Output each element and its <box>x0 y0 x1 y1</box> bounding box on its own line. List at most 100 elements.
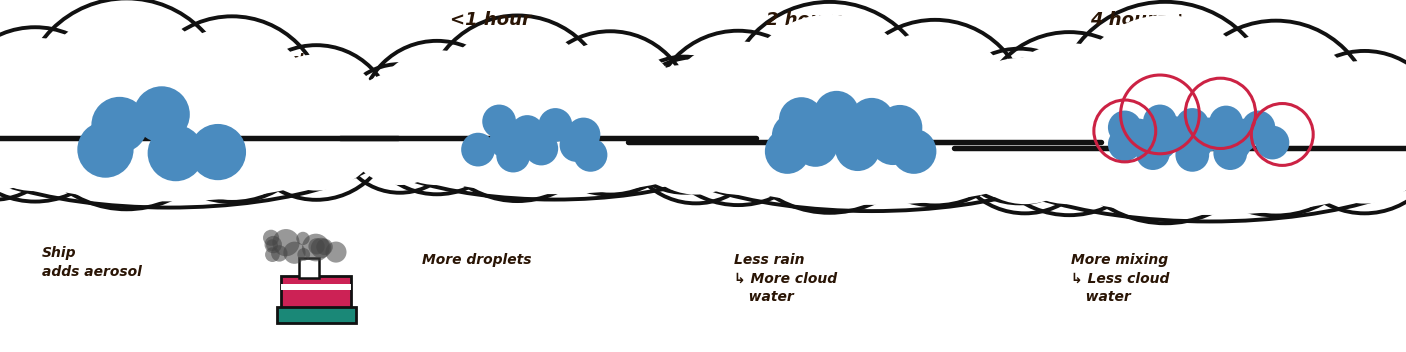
Ellipse shape <box>1241 111 1275 144</box>
Text: More droplets: More droplets <box>422 253 531 268</box>
Ellipse shape <box>249 55 384 190</box>
Ellipse shape <box>842 112 887 157</box>
Ellipse shape <box>631 66 761 195</box>
Ellipse shape <box>91 97 148 153</box>
Ellipse shape <box>560 128 593 162</box>
Ellipse shape <box>1175 138 1209 172</box>
Ellipse shape <box>1218 127 1251 161</box>
Ellipse shape <box>302 234 329 262</box>
Ellipse shape <box>482 105 516 138</box>
Ellipse shape <box>1108 111 1142 144</box>
Ellipse shape <box>264 236 283 253</box>
Ellipse shape <box>651 31 825 205</box>
Ellipse shape <box>616 57 752 193</box>
Ellipse shape <box>574 138 607 172</box>
Ellipse shape <box>148 125 204 181</box>
Ellipse shape <box>273 229 299 256</box>
FancyBboxPatch shape <box>281 276 352 310</box>
Ellipse shape <box>0 53 401 208</box>
Ellipse shape <box>877 105 922 150</box>
Ellipse shape <box>793 122 838 167</box>
Ellipse shape <box>190 124 246 180</box>
Ellipse shape <box>1175 108 1209 142</box>
Ellipse shape <box>139 16 325 202</box>
Text: More mixing
↳ Less cloud
   water: More mixing ↳ Less cloud water <box>1071 253 1170 304</box>
Ellipse shape <box>34 11 219 197</box>
Ellipse shape <box>1284 51 1406 213</box>
Ellipse shape <box>1256 126 1289 159</box>
Ellipse shape <box>1178 21 1374 215</box>
Ellipse shape <box>360 41 513 194</box>
Ellipse shape <box>239 45 394 200</box>
Ellipse shape <box>661 41 815 195</box>
Text: 2 hours: 2 hours <box>766 11 842 29</box>
Ellipse shape <box>461 133 495 166</box>
Ellipse shape <box>496 139 530 172</box>
Ellipse shape <box>1192 118 1226 151</box>
Bar <box>299 258 319 278</box>
Ellipse shape <box>425 15 610 201</box>
Ellipse shape <box>370 50 505 185</box>
Ellipse shape <box>567 118 600 151</box>
Ellipse shape <box>266 239 278 251</box>
Ellipse shape <box>772 113 817 158</box>
Bar <box>281 284 352 290</box>
Ellipse shape <box>297 232 309 245</box>
Ellipse shape <box>1067 15 1263 210</box>
Ellipse shape <box>640 56 1104 211</box>
Ellipse shape <box>150 27 314 191</box>
Ellipse shape <box>724 2 935 213</box>
Text: clock
starts: clock starts <box>266 53 311 83</box>
Ellipse shape <box>538 108 572 142</box>
Ellipse shape <box>1122 119 1156 152</box>
Ellipse shape <box>1294 61 1406 203</box>
Ellipse shape <box>853 31 1017 194</box>
Ellipse shape <box>1054 2 1277 223</box>
Ellipse shape <box>814 91 859 136</box>
Ellipse shape <box>952 58 1087 194</box>
Ellipse shape <box>779 97 824 142</box>
Ellipse shape <box>77 121 134 178</box>
Ellipse shape <box>1191 32 1361 204</box>
Ellipse shape <box>624 65 744 184</box>
Ellipse shape <box>0 59 382 201</box>
Ellipse shape <box>311 238 332 258</box>
Ellipse shape <box>367 69 742 194</box>
Ellipse shape <box>1157 116 1191 150</box>
Ellipse shape <box>966 59 1406 221</box>
Ellipse shape <box>350 63 759 200</box>
Text: Ship
adds aerosol: Ship adds aerosol <box>42 246 142 279</box>
Ellipse shape <box>489 125 523 158</box>
Ellipse shape <box>842 20 1028 206</box>
Ellipse shape <box>835 126 880 171</box>
Ellipse shape <box>529 31 692 195</box>
Ellipse shape <box>957 69 1092 204</box>
Ellipse shape <box>1136 136 1170 170</box>
Ellipse shape <box>870 120 915 165</box>
Ellipse shape <box>977 32 1161 215</box>
Ellipse shape <box>988 43 1150 204</box>
Ellipse shape <box>1178 127 1212 161</box>
Ellipse shape <box>1143 126 1177 159</box>
Ellipse shape <box>942 49 1097 203</box>
Ellipse shape <box>21 0 232 209</box>
Ellipse shape <box>1209 106 1243 139</box>
Ellipse shape <box>297 248 311 261</box>
Ellipse shape <box>623 57 769 203</box>
Ellipse shape <box>737 14 922 200</box>
Ellipse shape <box>948 60 1102 213</box>
Ellipse shape <box>1225 119 1258 152</box>
Ellipse shape <box>538 41 682 185</box>
Text: 4 hours +: 4 hours + <box>1090 11 1188 29</box>
Ellipse shape <box>0 62 58 191</box>
Ellipse shape <box>271 245 288 262</box>
Ellipse shape <box>343 72 457 185</box>
Ellipse shape <box>891 129 936 174</box>
Ellipse shape <box>284 241 305 264</box>
Ellipse shape <box>524 132 558 165</box>
Ellipse shape <box>0 54 66 200</box>
Ellipse shape <box>986 65 1406 215</box>
Ellipse shape <box>807 106 852 151</box>
Ellipse shape <box>1143 105 1177 138</box>
Ellipse shape <box>1108 127 1142 161</box>
